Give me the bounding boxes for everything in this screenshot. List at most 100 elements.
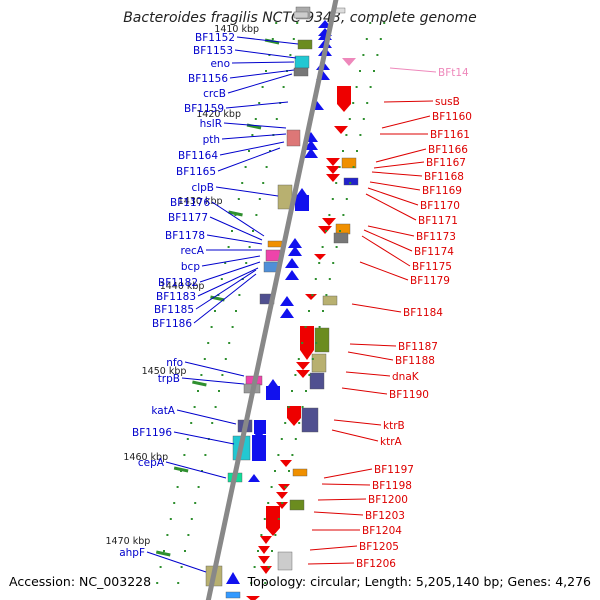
guide-dot [238, 294, 241, 296]
gene-label: BF1200 [368, 494, 408, 506]
guide-dot [252, 230, 254, 232]
gene-label: BF1170 [420, 200, 460, 212]
gene-label-connector [361, 235, 411, 267]
guide-dot [187, 534, 190, 536]
guide-dot [369, 22, 372, 24]
gene-label: BF1205 [359, 541, 399, 553]
guide-dot [245, 262, 248, 264]
guide-dot [298, 422, 301, 424]
guide-dot [315, 342, 318, 344]
reverse-strand-arrow [337, 104, 351, 112]
guide-dot [342, 150, 344, 152]
gene-label-connector [351, 303, 402, 313]
gene-label: BF1171 [418, 215, 458, 227]
gene-feature-block [341, 157, 357, 169]
gene-label-connector [367, 187, 419, 206]
forward-strand-arrow [280, 308, 294, 318]
reverse-strand-arrow [296, 370, 310, 378]
guide-dot [379, 38, 382, 40]
reverse-strand-arrow [300, 350, 314, 360]
gene-label: ahpF [119, 547, 145, 559]
guide-dot [265, 166, 268, 168]
gene-label-connector [227, 73, 293, 94]
gene-feature-block [322, 295, 338, 306]
gene-label: BF1160 [432, 111, 472, 123]
gene-feature-block [289, 499, 305, 511]
guide-dot [166, 534, 169, 536]
guide-dot [280, 438, 283, 440]
gene-label: BF1206 [356, 558, 396, 570]
gene-label: susB [435, 96, 460, 108]
reverse-strand-arrow [276, 492, 288, 499]
reverse-strand-arrow [287, 418, 301, 426]
guide-dot [214, 406, 217, 408]
guide-dot [177, 582, 180, 584]
gene-label: BF1164 [178, 150, 218, 162]
forward-strand-arrow [226, 572, 240, 584]
guide-dot [325, 230, 327, 232]
guide-dot [231, 230, 233, 232]
guide-dot [244, 166, 247, 168]
guide-dot [203, 358, 206, 360]
guide-dot [258, 102, 261, 104]
guide-dot [301, 342, 304, 344]
guide-dot [322, 310, 324, 312]
guide-dot [296, 22, 299, 24]
gene-label-connector [221, 133, 287, 140]
gene-feature-block [314, 327, 330, 353]
guide-dot [328, 278, 331, 280]
guide-dot [352, 166, 355, 168]
gene-label-connector [211, 201, 265, 237]
guide-dot [348, 118, 351, 120]
guide-dot [258, 198, 261, 200]
reverse-strand-arrow [246, 596, 260, 600]
gene-label-connector [193, 273, 257, 324]
guide-dot [291, 390, 293, 392]
guide-dot [297, 358, 300, 360]
forward-strand-arrow [285, 258, 299, 268]
gene-label: BF1188 [395, 355, 435, 367]
guide-dot [207, 342, 210, 344]
gene-label: ktrA [380, 436, 403, 448]
guide-dot [251, 134, 254, 136]
gene-features [205, 6, 359, 600]
guide-dot [321, 246, 324, 248]
gene-label: BF1168 [424, 171, 464, 183]
reverse-strand-arrow [278, 484, 290, 491]
guide-dot [359, 70, 361, 72]
guide-dot [163, 550, 165, 552]
ruler-tick-mark [155, 550, 171, 557]
gene-feature-block [293, 67, 309, 77]
guide-dot [271, 550, 273, 552]
ruler-tick-label: 1420 kbp [196, 109, 241, 120]
gene-label-connector [181, 377, 245, 385]
forward-strand-arrow [285, 270, 299, 280]
guide-dot [275, 118, 278, 120]
gene-label: cepA [138, 457, 165, 469]
guide-dot [292, 38, 295, 40]
reverse-strand-block [266, 506, 280, 528]
gene-label: ktrB [383, 420, 405, 432]
guide-dot [263, 518, 266, 520]
reverse-strand-arrow [296, 362, 310, 370]
forward-strand-block [252, 435, 266, 461]
guide-dot [267, 566, 270, 568]
gene-feature-block [335, 223, 351, 235]
guide-dot [282, 86, 285, 88]
gene-label-connector [323, 468, 373, 479]
gene-label-connector [176, 409, 237, 425]
guide-dot [270, 486, 273, 488]
guide-dot [220, 278, 223, 280]
gene-label-connector [217, 147, 281, 172]
guide-dot [318, 326, 321, 328]
guide-dot [291, 454, 294, 456]
gene-label-connector [236, 36, 299, 45]
guide-dot [345, 134, 348, 136]
guide-dot [284, 422, 287, 424]
gene-label-connector [309, 545, 358, 551]
forward-strand-block [295, 195, 309, 211]
ruler-tick-label: 1430 kbp [178, 196, 223, 207]
forward-strand-arrow [280, 296, 294, 306]
guide-dot [248, 246, 251, 248]
